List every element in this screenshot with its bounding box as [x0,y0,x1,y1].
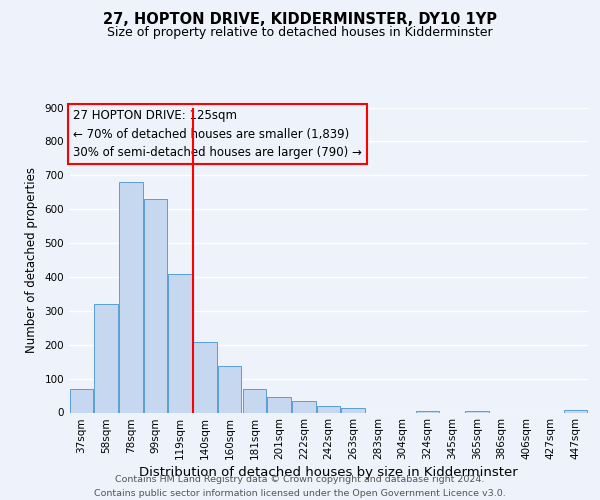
Bar [564,410,587,412]
Bar [94,304,118,412]
Y-axis label: Number of detached properties: Number of detached properties [25,167,38,353]
Bar [70,389,93,412]
Text: 27 HOPTON DRIVE: 125sqm
← 70% of detached houses are smaller (1,839)
30% of semi: 27 HOPTON DRIVE: 125sqm ← 70% of detache… [73,109,362,159]
Bar [193,342,217,412]
Bar [465,411,488,412]
Bar [242,390,266,412]
X-axis label: Distribution of detached houses by size in Kidderminster: Distribution of detached houses by size … [139,466,518,479]
Bar [169,274,192,412]
Bar [292,400,316,412]
Bar [268,396,291,412]
Bar [416,411,439,412]
Bar [317,406,340,412]
Bar [218,366,241,412]
Bar [119,182,143,412]
Text: Size of property relative to detached houses in Kidderminster: Size of property relative to detached ho… [107,26,493,39]
Text: 27, HOPTON DRIVE, KIDDERMINSTER, DY10 1YP: 27, HOPTON DRIVE, KIDDERMINSTER, DY10 1Y… [103,12,497,28]
Text: Contains HM Land Registry data © Crown copyright and database right 2024.
Contai: Contains HM Land Registry data © Crown c… [94,476,506,498]
Bar [144,199,167,412]
Bar [341,408,365,412]
